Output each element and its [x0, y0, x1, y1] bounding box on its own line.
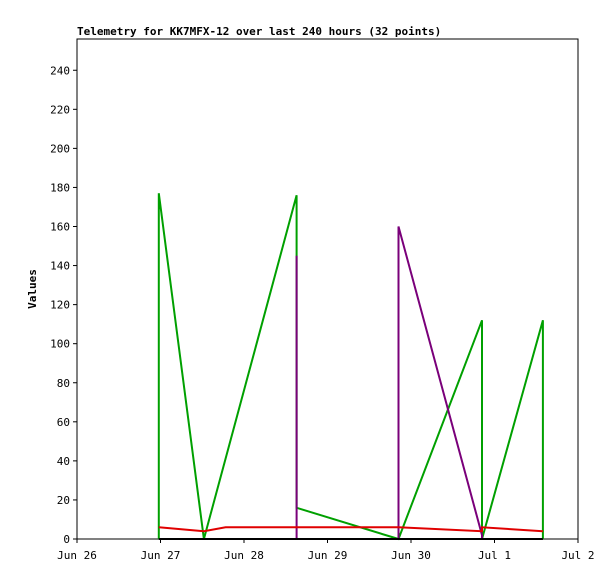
x-tick-label: Jul 1 — [478, 549, 511, 562]
chart-title: Telemetry for KK7MFX-12 over last 240 ho… — [77, 25, 441, 38]
series-line-1 — [157, 193, 544, 541]
x-tick-label: Jun 29 — [308, 549, 348, 562]
y-tick-label: 160 — [50, 221, 70, 234]
x-tick-label: Jul 2 — [561, 549, 594, 562]
y-tick-label: 180 — [50, 181, 70, 194]
y-axis: 0 20 40 60 80 100 120 140 160 180 200 220 240 — [50, 64, 77, 546]
y-tick-label: 200 — [50, 142, 70, 155]
y-tick-label: 100 — [50, 338, 70, 351]
x-axis: Jun 26 Jun 27 Jun 28 Jun 29 Jun 30 Jul 1 Jul 2 — [57, 539, 595, 562]
series-line-3 — [158, 526, 543, 533]
y-tick-label: 0 — [63, 533, 70, 546]
y-axis-label: Values — [26, 269, 39, 309]
y-tick-label: 80 — [57, 377, 70, 390]
y-tick-label: 140 — [50, 260, 70, 273]
y-tick-label: 40 — [57, 455, 70, 468]
y-tick-label: 120 — [50, 299, 70, 312]
x-tick-label: Jun 28 — [224, 549, 264, 562]
x-tick-label: Jun 30 — [391, 549, 431, 562]
y-tick-label: 20 — [57, 494, 70, 507]
y-tick-label: 240 — [50, 64, 70, 77]
y-tick-label: 220 — [50, 103, 70, 116]
x-tick-label: Jun 26 — [57, 549, 97, 562]
y-tick-label: 60 — [57, 416, 70, 429]
x-tick-label: Jun 27 — [141, 549, 181, 562]
series-line-2 — [295, 226, 483, 540]
series-group — [157, 193, 544, 541]
